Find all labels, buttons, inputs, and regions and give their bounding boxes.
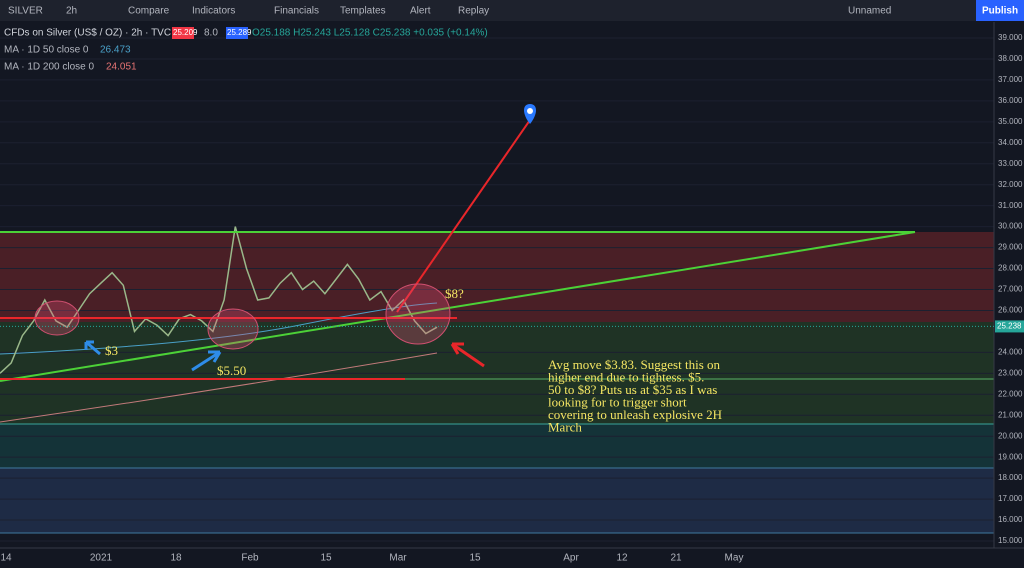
y-tick-label: 15.000	[998, 536, 1023, 545]
publish-button[interactable]	[976, 0, 1024, 21]
ask-box	[226, 27, 248, 39]
x-tick-label: 2021	[90, 553, 113, 564]
y-tick-label: 33.000	[998, 159, 1023, 168]
toolbar-item[interactable]: Compare	[128, 6, 170, 17]
y-tick-label: 30.000	[998, 222, 1023, 231]
y-tick-label: 31.000	[998, 201, 1023, 210]
x-tick-label: 18	[170, 553, 182, 564]
note-line: Avg move $3.83. Suggest this on	[548, 357, 721, 372]
x-tick-label: Mar	[389, 553, 407, 564]
ma200	[0, 352, 438, 423]
last-price-label: 25.238	[997, 322, 1022, 331]
y-tick-label: 37.000	[998, 75, 1023, 84]
y-tick-label: 24.000	[998, 347, 1023, 356]
arrow	[191, 350, 222, 372]
pin-dot	[527, 108, 533, 114]
symbol[interactable]: SILVER	[8, 6, 43, 17]
y-tick-label: 28.000	[998, 264, 1023, 273]
last-price-box	[995, 320, 1024, 333]
layout-name[interactable]: Unnamed	[848, 6, 891, 17]
x-tick-label: Feb	[241, 553, 259, 564]
x-tick-label: 15	[469, 553, 481, 564]
ma-value: 24.051	[106, 62, 137, 73]
y-tick-label: 16.000	[998, 515, 1023, 524]
interval[interactable]: 2h	[66, 6, 77, 17]
ask: 25.289	[227, 28, 252, 37]
publish-label[interactable]: Publish	[982, 6, 1018, 17]
y-tick-label: 39.000	[998, 33, 1023, 42]
y-tick-label: 35.000	[998, 117, 1023, 126]
toolbar-item[interactable]: Templates	[340, 6, 386, 17]
annotation: $3	[105, 343, 118, 358]
y-tick-label: 21.000	[998, 410, 1023, 419]
x-tick-label: Apr	[563, 553, 579, 564]
arrow	[450, 342, 485, 368]
y-tick-label: 20.000	[998, 431, 1023, 440]
y-tick-label: 19.000	[998, 452, 1023, 461]
highlight	[207, 308, 259, 350]
x-tick-label: 21	[670, 553, 682, 564]
toolbar-item[interactable]: Indicators	[192, 6, 235, 17]
bid: 25.209	[173, 28, 198, 37]
note-line: looking for to trigger short	[548, 394, 687, 409]
legend-title: CFDs on Silver (US$ / OZ) · 2h · TVC	[4, 28, 171, 39]
zone-blue	[0, 468, 994, 533]
y-tick-label: 34.000	[998, 138, 1023, 147]
toolbar-item[interactable]: Financials	[274, 6, 319, 17]
spread: 8.0	[204, 28, 218, 39]
y-tick-label: 32.000	[998, 180, 1023, 189]
y-tick-label: 36.000	[998, 96, 1023, 105]
ohlc: O25.188 H25.243 L25.128 C25.238 +0.035 (…	[252, 28, 488, 39]
annotation: $5.50	[217, 363, 246, 378]
projection	[396, 119, 531, 313]
y-tick-label: 38.000	[998, 54, 1023, 63]
toolbar-item[interactable]: Alert	[410, 6, 431, 17]
price-axis	[994, 22, 1024, 568]
zone-red	[0, 232, 994, 322]
note-line: higher end due to tightess. $5.	[548, 369, 704, 384]
note-line: 50 to $8? Puts us at $35 as I was	[548, 382, 717, 397]
y-tick-label: 23.000	[998, 368, 1023, 377]
y-axis: 39.000 38.000 37.000 36.000 35.000 34.000 33.0…	[0, 33, 1024, 545]
y-tick-label: 17.000	[998, 494, 1023, 503]
x-axis: 14 2021 18 Feb 15 Mar 15 Apr 12 21 May	[0, 553, 743, 564]
ma50	[0, 302, 438, 355]
ma-label: MA · 1D 200 close 0	[4, 62, 94, 73]
x-tick-label: 14	[0, 553, 12, 564]
x-tick-label: 12	[616, 553, 628, 564]
y-tick-label: 26.000	[998, 306, 1023, 315]
ma-label: MA · 1D 50 close 0	[4, 45, 89, 56]
y-tick-label: 29.000	[998, 243, 1023, 252]
x-tick-label: 15	[320, 553, 332, 564]
toolbar-items: Compare Indicators Financials Templates Aler…	[128, 6, 489, 17]
trendline	[0, 231, 916, 382]
y-tick-label: 22.000	[998, 389, 1023, 398]
note-line: March	[548, 419, 582, 434]
y-tick-label: 27.000	[998, 285, 1023, 294]
ma-value: 26.473	[100, 45, 131, 56]
note-line: covering to unleash explosive 2H	[548, 407, 722, 422]
grid	[0, 37, 994, 542]
y-tick-label: 18.000	[998, 473, 1023, 482]
toolbar	[0, 0, 1024, 21]
zone-teal	[0, 424, 994, 468]
arrow	[84, 340, 101, 356]
highlight	[385, 283, 451, 345]
highlight	[34, 300, 80, 336]
x-tick-label: May	[725, 553, 744, 564]
bid-box	[172, 27, 194, 39]
annotation: $8?	[445, 286, 464, 301]
toolbar-item[interactable]: Replay	[458, 6, 489, 17]
